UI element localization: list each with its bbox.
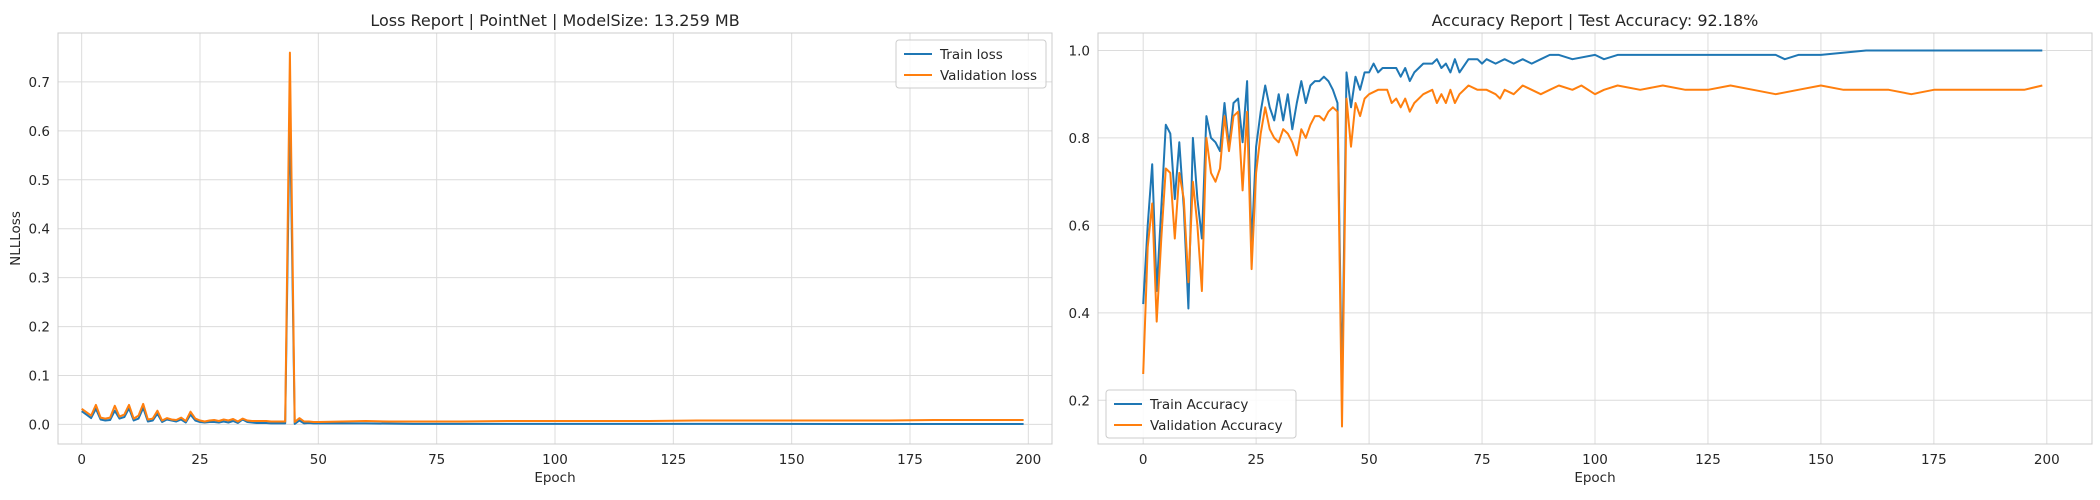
series-line-validation-loss <box>81 51 1024 423</box>
series-line-validation-accuracy <box>1142 84 2043 428</box>
x-tick-label: 175 <box>1921 452 1947 468</box>
legend-label: Validation loss <box>940 68 1037 84</box>
x-tick-label: 100 <box>542 452 568 468</box>
y-tick-label: 0.5 <box>29 173 50 189</box>
x-tick-label: 100 <box>1582 452 1608 468</box>
legend-label: Train loss <box>939 47 1003 63</box>
accuracy-chart-panel: 0 25 50 75 100 125 150 175 200 0.2 0.4 0.6 0.8 1.0 Acc… <box>1069 11 2093 486</box>
x-axis-label: Epoch <box>1574 470 1615 486</box>
y-tick-label: 0.6 <box>1069 218 1090 234</box>
y-tick-label: 0.3 <box>29 271 50 287</box>
legend-box <box>1105 389 1297 439</box>
x-tick-label: 0 <box>77 452 86 468</box>
x-tick-label: 200 <box>1015 452 1041 468</box>
x-tick-label: 50 <box>310 452 327 468</box>
plot-frame <box>57 32 1053 445</box>
legend-box <box>895 39 1047 89</box>
legend-label: Train Accuracy <box>1149 397 1248 413</box>
y-tick-label: 0.2 <box>29 320 50 336</box>
y-tick-label: 0.7 <box>29 75 50 91</box>
chart-title: Loss Report | PointNet | ModelSize: 13.2… <box>370 11 739 30</box>
x-tick-label: 200 <box>2034 452 2060 468</box>
legend: Train loss Validation loss <box>895 39 1047 89</box>
legend: Train Accuracy Validation Accuracy <box>1105 389 1297 439</box>
y-tick-label: 1.0 <box>1069 43 1090 59</box>
x-tick-label: 125 <box>660 452 686 468</box>
x-tick-label: 25 <box>191 452 208 468</box>
plot-frame <box>1097 32 2093 445</box>
x-tick-label: 150 <box>1808 452 1834 468</box>
legend-label: Validation Accuracy <box>1150 418 1283 434</box>
y-tick-label: 0.4 <box>1069 306 1090 322</box>
x-tick-label: 75 <box>1473 452 1490 468</box>
chart-title: Accuracy Report | Test Accuracy: 92.18% <box>1432 11 1759 30</box>
x-tick-label: 125 <box>1695 452 1721 468</box>
x-tick-label: 150 <box>779 452 805 468</box>
y-tick-label: 0.8 <box>1069 131 1090 147</box>
y-tick-label: 0.0 <box>29 417 50 433</box>
x-tick-label: 25 <box>1248 452 1265 468</box>
x-tick-label: 75 <box>428 452 445 468</box>
x-tick-label: 50 <box>1360 452 1377 468</box>
y-tick-label: 0.2 <box>1069 393 1090 409</box>
x-axis-label: Epoch <box>534 470 575 486</box>
loss-chart-panel: 0 25 50 75 100 125 150 175 200 0.0 0.1 0.2 0.3 0.4 0.5… <box>8 11 1053 486</box>
y-axis-label: NLLLoss <box>8 211 24 266</box>
y-tick-label: 0.6 <box>29 124 50 140</box>
y-tick-label: 0.1 <box>29 369 50 385</box>
y-tick-label: 0.4 <box>29 222 50 238</box>
x-tick-label: 175 <box>897 452 923 468</box>
x-tick-label: 0 <box>1139 452 1148 468</box>
series-line-train-loss <box>81 105 1024 425</box>
series-line-train-accuracy <box>1142 49 2043 393</box>
